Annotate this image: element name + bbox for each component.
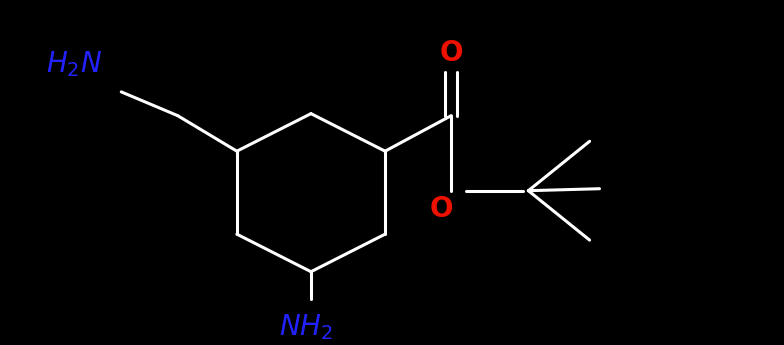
Text: O: O bbox=[440, 39, 463, 67]
Text: O: O bbox=[430, 195, 453, 223]
Text: $H_2N$: $H_2N$ bbox=[46, 49, 102, 79]
Text: $NH_2$: $NH_2$ bbox=[279, 312, 333, 342]
